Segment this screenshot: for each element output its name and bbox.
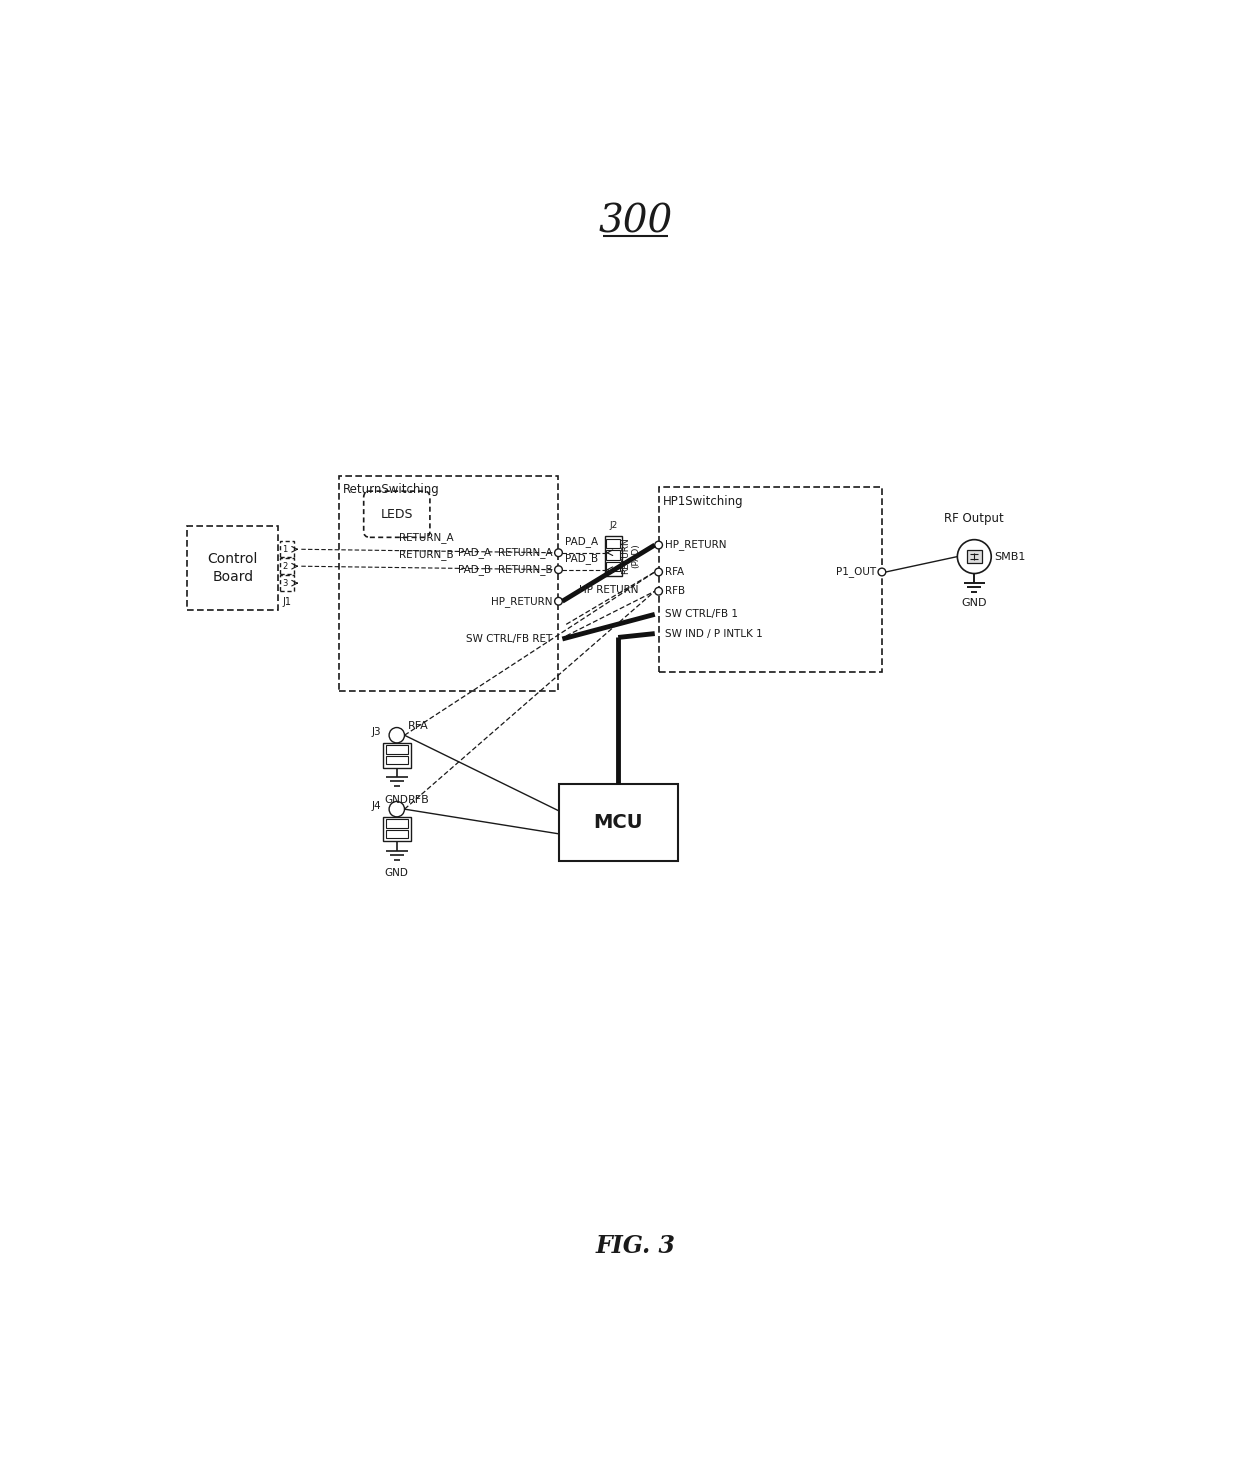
Text: RF Output: RF Output xyxy=(945,512,1004,525)
Bar xyxy=(386,746,408,754)
Text: PAD_A: PAD_A xyxy=(459,547,491,558)
Text: LEDS: LEDS xyxy=(381,507,413,520)
Text: PAD_A: PAD_A xyxy=(565,535,598,547)
Bar xyxy=(280,558,294,575)
Circle shape xyxy=(878,569,885,576)
Text: RETURN_A: RETURN_A xyxy=(497,547,552,558)
Text: RFB: RFB xyxy=(665,586,684,596)
Circle shape xyxy=(554,548,563,557)
Bar xyxy=(558,784,678,861)
Text: GND: GND xyxy=(384,794,409,804)
Circle shape xyxy=(655,588,662,595)
Text: HP1Switching: HP1Switching xyxy=(662,496,743,507)
Text: J2: J2 xyxy=(609,520,618,529)
Text: RETURN_B: RETURN_B xyxy=(497,564,552,575)
Bar xyxy=(187,526,278,611)
Bar xyxy=(606,550,620,560)
Text: 2: 2 xyxy=(281,561,288,570)
Bar xyxy=(967,550,982,563)
Text: 3: 3 xyxy=(281,579,288,588)
Text: PAD_B: PAD_B xyxy=(459,564,491,575)
Text: J4: J4 xyxy=(372,801,382,811)
Circle shape xyxy=(554,598,563,605)
Text: SW CTRL/FB 1: SW CTRL/FB 1 xyxy=(665,610,738,620)
Text: MCU: MCU xyxy=(594,813,642,832)
Bar xyxy=(606,561,620,572)
Text: RETURN_A: RETURN_A xyxy=(399,532,454,542)
Text: SW CTRL/FB RET: SW CTRL/FB RET xyxy=(466,635,552,643)
Text: HP_RETURN: HP_RETURN xyxy=(665,539,727,551)
Bar xyxy=(280,575,294,591)
Bar xyxy=(386,756,408,765)
Text: RFA: RFA xyxy=(408,721,429,731)
Text: RFB: RFB xyxy=(408,794,430,804)
Bar xyxy=(606,539,620,548)
Circle shape xyxy=(655,541,662,548)
Circle shape xyxy=(655,569,662,576)
Circle shape xyxy=(389,728,404,743)
Text: Control
Board: Control Board xyxy=(207,553,258,585)
Text: 300: 300 xyxy=(599,203,672,240)
Text: ReturnSwitching: ReturnSwitching xyxy=(343,484,440,497)
Text: SW IND / P INTLK 1: SW IND / P INTLK 1 xyxy=(665,629,763,639)
Circle shape xyxy=(389,801,404,817)
FancyBboxPatch shape xyxy=(363,491,430,538)
Text: P1_OUT: P1_OUT xyxy=(836,567,875,577)
Text: FIG. 3: FIG. 3 xyxy=(595,1234,676,1257)
Text: GND: GND xyxy=(384,868,409,879)
Text: J3: J3 xyxy=(372,727,382,737)
Bar xyxy=(280,541,294,557)
Text: GND: GND xyxy=(961,598,987,608)
Text: 1: 1 xyxy=(281,545,288,554)
Bar xyxy=(339,475,558,692)
Text: SMB1: SMB1 xyxy=(994,551,1025,561)
Text: RETURN_B: RETURN_B xyxy=(399,550,454,560)
Circle shape xyxy=(554,566,563,573)
Bar xyxy=(386,830,408,838)
Text: HP RETURN: HP RETURN xyxy=(579,585,639,595)
Circle shape xyxy=(957,539,991,573)
Bar xyxy=(386,819,408,827)
Bar xyxy=(383,743,410,768)
Bar xyxy=(383,817,410,842)
Bar xyxy=(605,535,621,576)
Text: RFA: RFA xyxy=(665,567,684,577)
Text: RETURN
(PAD): RETURN (PAD) xyxy=(621,538,641,575)
Bar xyxy=(658,487,882,673)
Text: HP_RETURN: HP_RETURN xyxy=(491,596,552,607)
Text: J1: J1 xyxy=(283,596,291,607)
Text: PAD_B: PAD_B xyxy=(565,553,598,563)
